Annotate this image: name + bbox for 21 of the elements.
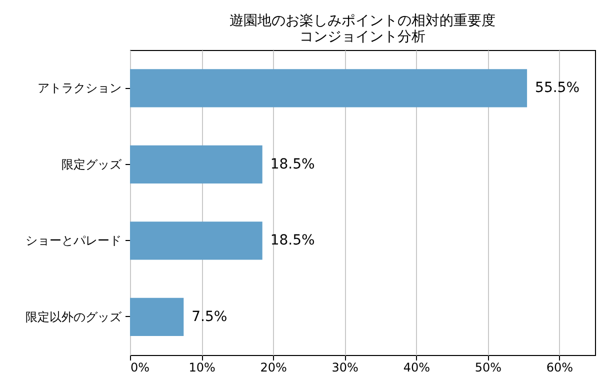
x-tick-label: 10% bbox=[188, 360, 216, 374]
x-tick-label: 50% bbox=[474, 360, 502, 374]
data-label: 18.5% bbox=[270, 232, 315, 249]
y-tick-label: ショーとパレード bbox=[26, 234, 122, 248]
chart-title: 遊園地のお楽しみポイントの相対的重要度 bbox=[230, 13, 496, 29]
chart-subtitle: コンジョイント分析 bbox=[300, 29, 426, 45]
bar bbox=[130, 69, 528, 108]
data-label: 18.5% bbox=[270, 156, 315, 172]
x-tick-label: 0% bbox=[130, 360, 150, 374]
data-label: 7.5% bbox=[192, 308, 228, 325]
x-tick-label: 40% bbox=[403, 360, 430, 374]
x-tick-label: 20% bbox=[260, 360, 287, 374]
bar bbox=[130, 145, 262, 184]
y-tick-label: 限定以外のグッズ bbox=[26, 310, 122, 324]
x-tick-label: 30% bbox=[332, 360, 358, 374]
bar bbox=[130, 298, 184, 336]
y-tick-label: 限定グッズ bbox=[62, 157, 122, 172]
bar bbox=[130, 222, 262, 260]
x-tick-label: 60% bbox=[546, 360, 574, 374]
data-label: 55.5% bbox=[535, 80, 580, 96]
y-tick-label: アトラクション bbox=[38, 81, 122, 96]
